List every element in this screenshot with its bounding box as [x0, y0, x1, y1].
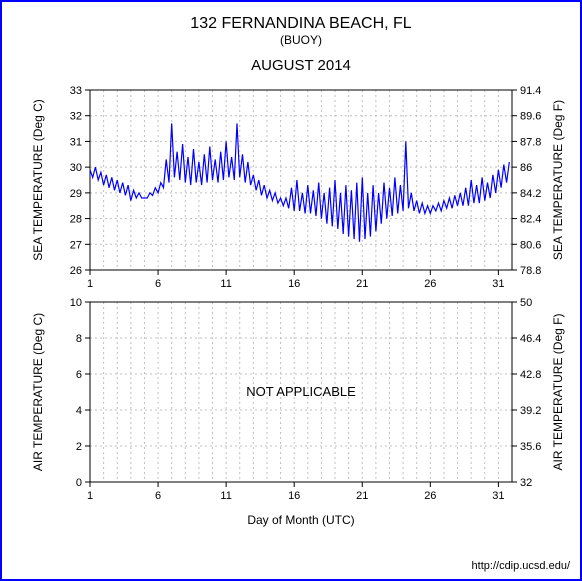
- air-chart-yrtick: 42.8: [520, 369, 541, 381]
- sea-chart-xtick: 11: [220, 278, 231, 290]
- air-chart-yrtick: 32: [520, 477, 532, 489]
- air-chart-ylabel-right: AIR TEMPERATURE (Deg F): [551, 314, 565, 471]
- air-chart-yltick: 2: [76, 441, 82, 453]
- air-chart-yltick: 4: [76, 405, 82, 417]
- sea-chart-yrtick: 78.8: [520, 265, 541, 277]
- air-chart-yrtick: 50: [520, 297, 532, 309]
- sea-chart-xtick: 21: [356, 278, 368, 290]
- air-chart-yrtick: 39.2: [520, 405, 541, 417]
- sea-chart-xtick: 16: [288, 278, 300, 290]
- air-chart-yltick: 6: [76, 369, 82, 381]
- air-chart-xtick: 11: [220, 490, 231, 502]
- sea-chart-yltick: 29: [70, 188, 82, 200]
- air-chart-yltick: 10: [70, 297, 82, 309]
- title-sub: (BUOY): [280, 33, 322, 47]
- air-chart-ylabel-left: AIR TEMPERATURE (Deg C): [31, 313, 45, 471]
- title-main: 132 FERNANDINA BEACH, FL: [190, 15, 412, 32]
- sea-chart-yltick: 32: [70, 111, 82, 123]
- air-chart-yrtick: 46.4: [520, 333, 541, 345]
- air-chart-yltick: 0: [76, 477, 82, 489]
- sea-chart-xtick: 6: [155, 278, 161, 290]
- air-chart-xtick: 31: [492, 490, 504, 502]
- sea-chart-yltick: 27: [70, 239, 82, 251]
- chart-svg: 132 FERNANDINA BEACH, FL(BUOY) AUGUST 201…: [2, 2, 580, 579]
- sea-chart-yltick: 33: [70, 85, 82, 97]
- air-chart-yltick: 8: [76, 333, 82, 345]
- sea-chart-yrtick: 82.4: [520, 214, 541, 226]
- sea-chart-xtick: 26: [424, 278, 436, 290]
- sea-chart-yrtick: 89.6: [520, 111, 541, 123]
- air-chart-xtick: 16: [288, 490, 300, 502]
- air-chart-xtick: 1: [87, 490, 93, 502]
- sea-chart-yrtick: 84.2: [520, 188, 541, 200]
- sea-chart-grid: [90, 90, 512, 270]
- sea-chart-yrtick: 86: [520, 162, 532, 174]
- air-chart-yrtick: 35.6: [520, 441, 541, 453]
- x-axis-label: Day of Month (UTC): [247, 513, 354, 527]
- footer-url: http://cdip.ucsd.edu/: [472, 560, 571, 572]
- sea-chart-yltick: 28: [70, 214, 82, 226]
- sea-chart-xtick: 31: [492, 278, 504, 290]
- title-period: AUGUST 2014: [251, 57, 351, 74]
- sea-chart-yrtick: 91.4: [520, 85, 541, 97]
- air-chart-xtick: 21: [356, 490, 368, 502]
- sea-chart-yrtick: 80.6: [520, 239, 541, 251]
- sea-chart-yrtick: 87.8: [520, 136, 541, 148]
- air-chart-xtick: 26: [424, 490, 436, 502]
- chart-frame: 132 FERNANDINA BEACH, FL(BUOY) AUGUST 201…: [0, 0, 582, 581]
- sea-chart-yltick: 31: [70, 136, 82, 148]
- sea-chart-xtick: 1: [87, 278, 93, 290]
- sea-chart-ylabel-left: SEA TEMPERATURE (Deg C): [31, 99, 45, 261]
- sea-chart-yltick: 26: [70, 265, 82, 277]
- air-chart-message: NOT APPLICABLE: [246, 384, 356, 399]
- sea-chart-border: [90, 90, 512, 270]
- air-chart-xtick: 6: [155, 490, 161, 502]
- sea-chart-ylabel-right: SEA TEMPERATURE (Deg F): [551, 100, 565, 260]
- sea-chart-yltick: 30: [70, 162, 82, 174]
